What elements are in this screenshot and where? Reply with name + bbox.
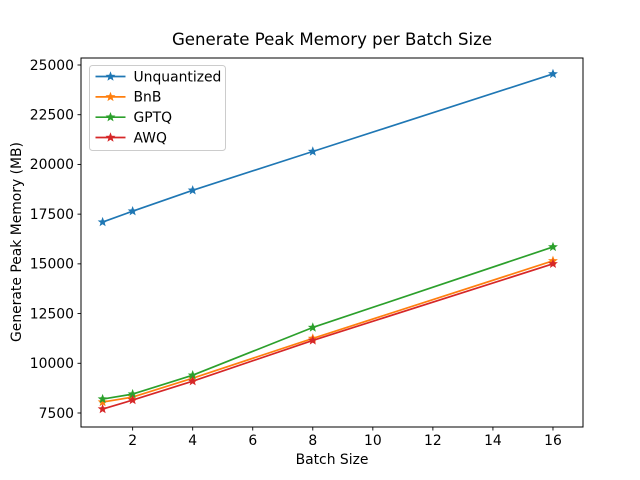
x-tick-label: 6 [248,433,257,449]
legend: Unquantized BnB GPTQ AWQ [89,65,226,151]
legend-label: AWQ [134,130,167,146]
legend-star-marker-icon [105,91,116,102]
x-tick-label: 10 [364,433,382,449]
series-line-awq [102,263,554,410]
x-tick-label: 14 [484,433,502,449]
x-tick-label: 4 [188,433,197,449]
y-tick-label: 17500 [30,207,74,223]
legend-item-awq: AWQ [95,130,167,146]
legend-label: BnB [134,90,162,106]
y-tick-label: 22500 [30,108,74,124]
series-unquantized [97,68,558,227]
x-axis-label: Batch Size [295,452,369,468]
legend-label: GPTQ [134,110,173,126]
legend-star-marker-icon [105,132,116,142]
y-tick-label: 20000 [30,157,74,173]
y-tick-label: 10000 [30,356,74,372]
legend-item-gptq: GPTQ [95,110,173,126]
x-tick-label: 2 [128,433,137,449]
legend-label: Unquantized [134,69,222,85]
series-line-bnb [102,260,554,403]
legend-box [89,65,226,151]
x-tick-label: 8 [308,433,317,449]
y-tick-label: 25000 [30,58,74,74]
axes-frame [80,57,584,428]
series-line-gptq [102,246,554,400]
x-tick-label: 16 [544,433,562,449]
legend-item-bnb: BnB [95,90,162,106]
y-tick-label: 7500 [39,406,74,422]
legend-item-unquantized: Unquantized [95,69,222,85]
series-awq [97,258,558,414]
axis-tick-labels: 2 4 6 8 10 12 14 16 7500 10000 12500 15000 17500 2000… [30,58,562,449]
legend-star-marker-icon [105,71,116,81]
x-tick-label: 12 [424,433,442,449]
legend-star-marker-icon [105,112,116,122]
y-tick-label: 12500 [30,306,74,322]
axis-ticks [77,64,554,431]
series-gptq [97,241,558,404]
chart-title: Generate Peak Memory per Batch Size [171,30,493,49]
y-tick-label: 15000 [30,257,74,273]
